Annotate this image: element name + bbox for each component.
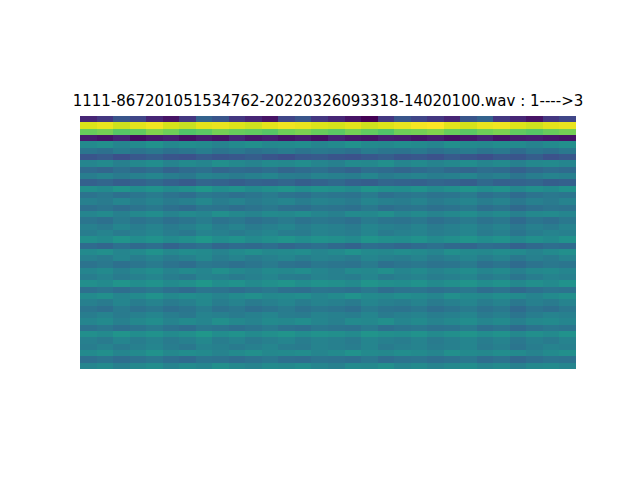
svg-text:1111-867201051534762-202203260: 1111-867201051534762-20220326093318-1402… xyxy=(73,92,584,110)
